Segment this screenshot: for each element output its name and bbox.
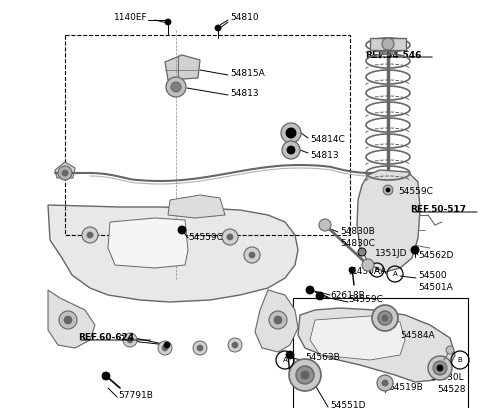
Circle shape	[227, 234, 233, 240]
Circle shape	[382, 38, 394, 50]
Text: 54830B: 54830B	[340, 228, 375, 237]
Circle shape	[165, 19, 171, 25]
Polygon shape	[357, 170, 420, 272]
Text: 62618B: 62618B	[330, 290, 365, 299]
Polygon shape	[108, 218, 188, 268]
Circle shape	[411, 246, 419, 254]
Bar	[293, 298, 468, 408]
Text: 54813: 54813	[310, 151, 338, 160]
Text: A: A	[393, 271, 397, 277]
Bar	[65, 35, 350, 235]
Circle shape	[286, 351, 294, 359]
Polygon shape	[48, 205, 298, 302]
Circle shape	[178, 226, 186, 234]
Text: REF.60-624: REF.60-624	[78, 333, 134, 342]
Circle shape	[428, 356, 452, 380]
Circle shape	[382, 315, 388, 321]
Circle shape	[372, 305, 398, 331]
Circle shape	[274, 316, 282, 324]
Circle shape	[378, 311, 392, 325]
Text: 54830C: 54830C	[340, 239, 375, 248]
Text: 54551D: 54551D	[330, 401, 365, 408]
Circle shape	[286, 128, 296, 138]
Text: 54562D: 54562D	[418, 251, 454, 259]
Circle shape	[222, 229, 238, 245]
Polygon shape	[168, 195, 225, 218]
Text: 54584A: 54584A	[400, 330, 434, 339]
Circle shape	[59, 311, 77, 329]
Text: 57791B: 57791B	[118, 390, 153, 399]
Polygon shape	[255, 290, 298, 352]
Text: 54814C: 54814C	[310, 135, 345, 144]
Polygon shape	[370, 38, 406, 50]
Text: 54500: 54500	[418, 271, 446, 281]
Polygon shape	[48, 290, 95, 348]
Circle shape	[62, 170, 68, 176]
Circle shape	[289, 359, 321, 391]
Circle shape	[382, 380, 388, 386]
Circle shape	[387, 195, 397, 205]
Text: 1351JD: 1351JD	[375, 248, 408, 257]
Circle shape	[316, 292, 324, 300]
Text: 54563B: 54563B	[305, 353, 340, 362]
Circle shape	[362, 259, 374, 271]
Circle shape	[319, 219, 331, 231]
Circle shape	[433, 361, 447, 375]
Circle shape	[166, 77, 186, 97]
Circle shape	[349, 267, 355, 273]
Circle shape	[164, 342, 170, 348]
Circle shape	[269, 311, 287, 329]
Circle shape	[64, 316, 72, 324]
Text: 54559C: 54559C	[188, 233, 223, 242]
Circle shape	[358, 248, 366, 256]
Text: 54813: 54813	[230, 89, 259, 98]
Text: 1140EF: 1140EF	[114, 13, 148, 22]
Circle shape	[82, 227, 98, 243]
Circle shape	[215, 25, 221, 31]
Circle shape	[287, 146, 295, 154]
Circle shape	[197, 345, 203, 351]
Circle shape	[58, 166, 72, 180]
Text: 1430AA: 1430AA	[352, 268, 387, 277]
Text: REF.50-517: REF.50-517	[410, 206, 466, 215]
Text: 54559C: 54559C	[398, 188, 433, 197]
Polygon shape	[55, 162, 75, 178]
Text: 54559C: 54559C	[348, 295, 383, 304]
Circle shape	[244, 247, 260, 263]
Circle shape	[377, 375, 393, 391]
Circle shape	[446, 346, 454, 354]
Circle shape	[281, 123, 301, 143]
Polygon shape	[298, 308, 455, 382]
Polygon shape	[310, 316, 405, 360]
Circle shape	[123, 333, 137, 347]
Circle shape	[383, 185, 393, 195]
Circle shape	[249, 252, 255, 258]
Circle shape	[158, 341, 172, 355]
Circle shape	[127, 337, 133, 343]
Circle shape	[87, 232, 93, 238]
Circle shape	[306, 286, 314, 294]
Text: B: B	[457, 357, 462, 363]
Circle shape	[228, 338, 242, 352]
Circle shape	[232, 342, 238, 348]
Circle shape	[296, 366, 314, 384]
Text: B: B	[374, 267, 379, 273]
Circle shape	[171, 82, 181, 92]
Circle shape	[102, 372, 110, 380]
Circle shape	[193, 341, 207, 355]
Text: 54530L: 54530L	[430, 373, 464, 383]
Circle shape	[437, 365, 443, 371]
Circle shape	[386, 188, 390, 192]
Circle shape	[282, 141, 300, 159]
Text: 54810: 54810	[230, 13, 259, 22]
Text: 54519B: 54519B	[388, 384, 423, 392]
Circle shape	[301, 371, 309, 379]
Text: REF.54-546: REF.54-546	[365, 51, 421, 60]
Circle shape	[162, 345, 168, 351]
Text: 54528: 54528	[437, 386, 466, 395]
Text: 54501A: 54501A	[418, 284, 453, 293]
Text: A: A	[283, 357, 288, 363]
Text: 54815A: 54815A	[230, 69, 265, 78]
Polygon shape	[165, 55, 200, 80]
